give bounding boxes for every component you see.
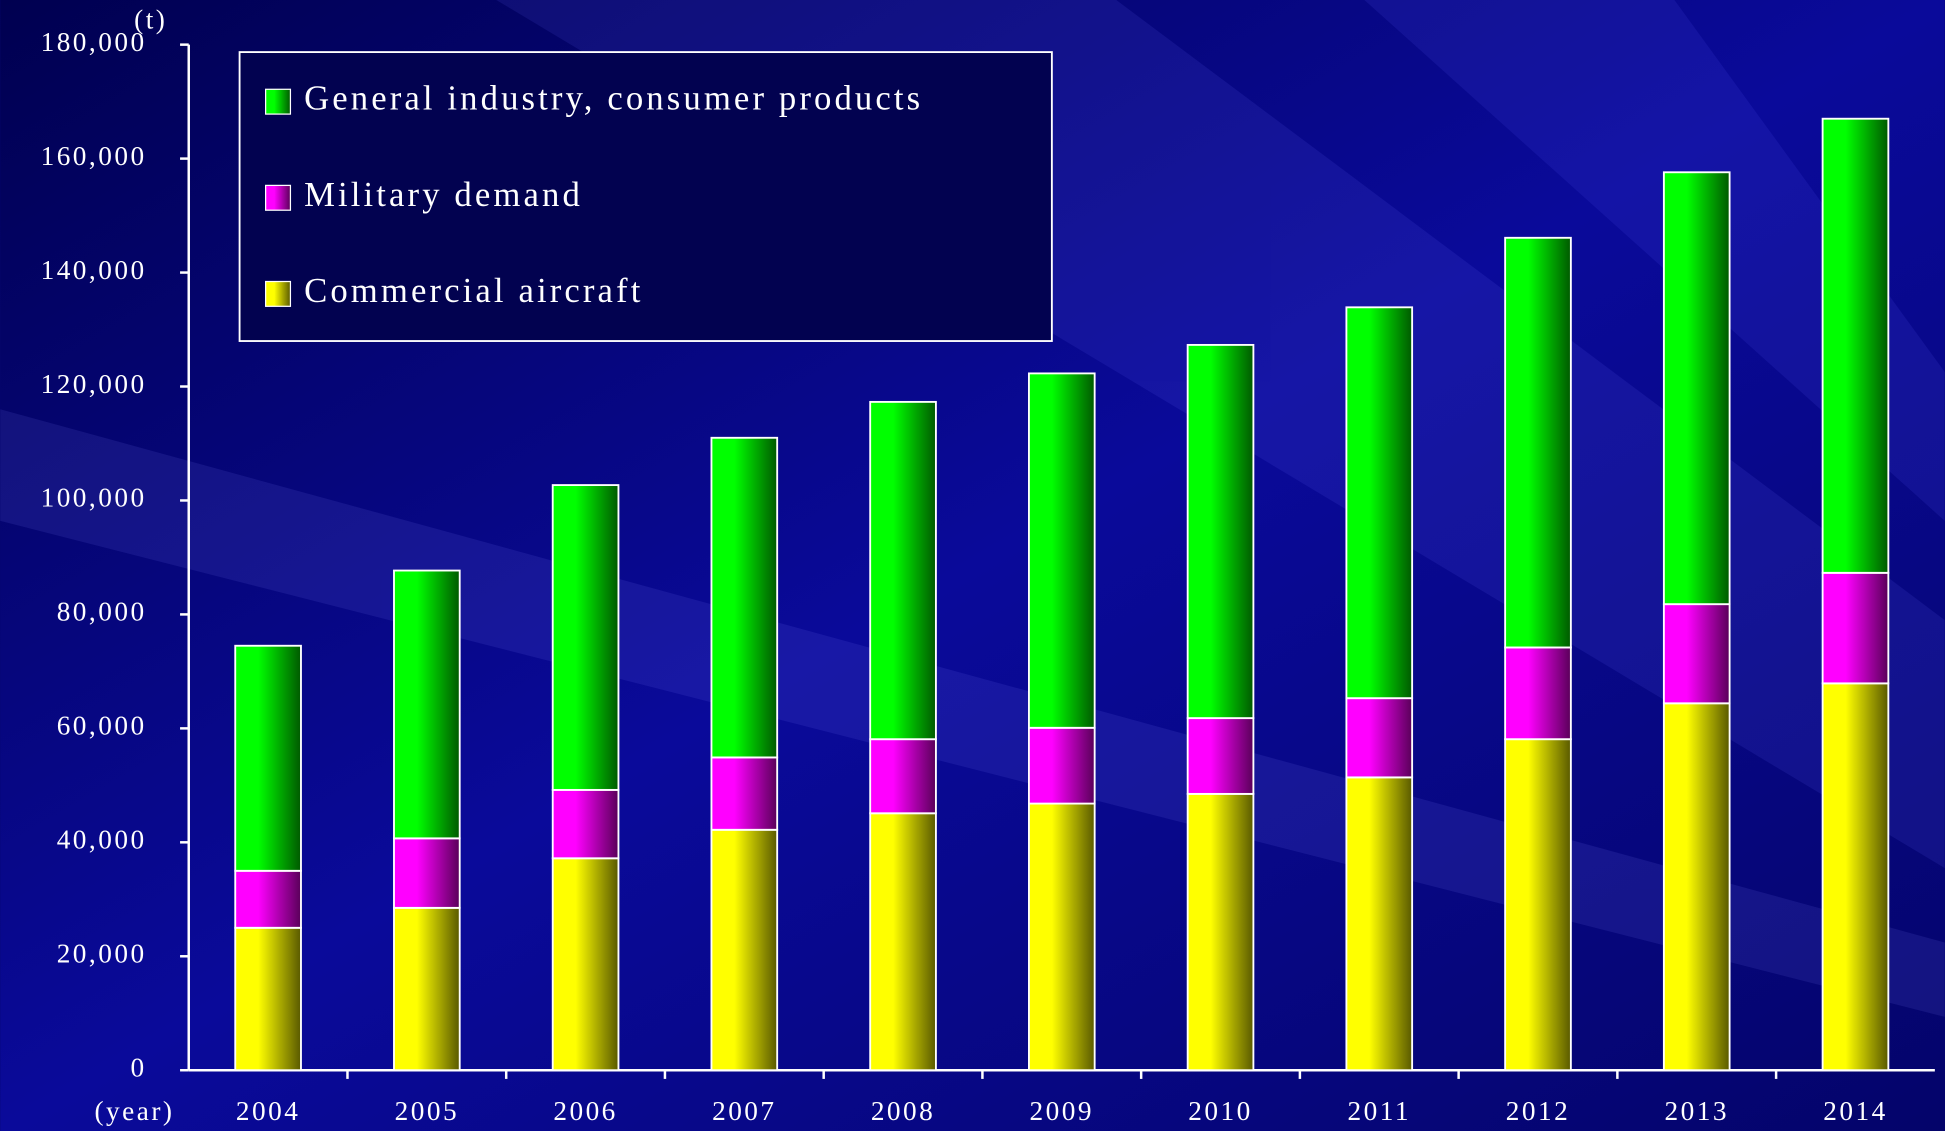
bar-segment: [1504, 236, 1572, 649]
x-tick-label: 2010: [1188, 1096, 1252, 1126]
bar-segment: [551, 857, 620, 1072]
bar-segment: [1662, 603, 1731, 705]
bar-segment: [1027, 726, 1096, 805]
bar-segment: [1027, 802, 1096, 1072]
bar-segment: [1186, 792, 1255, 1072]
x-tick-label: 2004: [236, 1096, 300, 1126]
bar-segment: [234, 869, 302, 929]
bar-segment: [1504, 738, 1572, 1072]
bar-segment: [869, 812, 937, 1072]
bar-segment: [869, 400, 937, 741]
bar-segment: [551, 788, 620, 860]
legend-label: Commercial aircraft: [304, 271, 643, 310]
y-tick-label: 0: [130, 1052, 146, 1082]
bar-segment: [1027, 372, 1096, 729]
y-tick-label: 20,000: [57, 939, 147, 969]
bar-segment: [551, 484, 620, 791]
legend-box: [238, 51, 1053, 342]
bar-segment: [393, 569, 461, 840]
bar-segment: [1186, 343, 1255, 720]
x-tick-label: 2011: [1348, 1096, 1411, 1126]
x-tick-label: 2013: [1665, 1096, 1729, 1126]
legend-swatch: [265, 184, 292, 211]
y-tick-label: 180,000: [41, 27, 147, 57]
y-tick-label: 120,000: [41, 369, 147, 399]
bar-segment: [1821, 117, 1890, 574]
bar-segment: [234, 644, 302, 872]
x-tick-label: 2008: [871, 1096, 935, 1126]
x-tick-label: 2009: [1030, 1096, 1094, 1126]
x-tick-label: 2006: [553, 1096, 617, 1126]
x-unit: (year): [94, 1096, 174, 1126]
bar-segment: [869, 738, 937, 815]
bar-segment: [1186, 717, 1255, 795]
y-tick-label: 40,000: [57, 825, 147, 855]
legend-label: Military demand: [304, 175, 583, 214]
bar-segment: [234, 926, 302, 1072]
bar-segment: [1345, 306, 1414, 700]
y-tick-label: 160,000: [41, 141, 147, 171]
bar-segment: [1504, 646, 1572, 741]
bar-segment: [710, 756, 779, 831]
x-tick-label: 2007: [712, 1096, 776, 1126]
bar-segment: [710, 436, 779, 759]
legend-swatch: [265, 280, 292, 307]
bar-segment: [393, 837, 461, 909]
y-tick-label: 60,000: [57, 711, 147, 741]
bar-segment: [393, 906, 461, 1072]
x-tick-label: 2005: [395, 1096, 459, 1126]
bar-segment: [1821, 682, 1890, 1072]
legend-swatch: [265, 88, 292, 115]
bar-segment: [1345, 776, 1414, 1072]
y-tick-label: 100,000: [41, 483, 147, 513]
y-tick-label: 140,000: [41, 255, 147, 285]
bar-segment: [1662, 171, 1731, 606]
y-unit: (t): [134, 5, 167, 35]
y-tick-label: 80,000: [57, 597, 147, 627]
bar-segment: [1662, 702, 1731, 1072]
legend-label: General industry, consumer products: [304, 79, 923, 118]
bar-segment: [1821, 571, 1890, 685]
bar-segment: [710, 828, 779, 1072]
bar-segment: [1345, 697, 1414, 779]
x-tick-label: 2012: [1506, 1096, 1570, 1126]
x-tick-label: 2014: [1823, 1096, 1887, 1126]
